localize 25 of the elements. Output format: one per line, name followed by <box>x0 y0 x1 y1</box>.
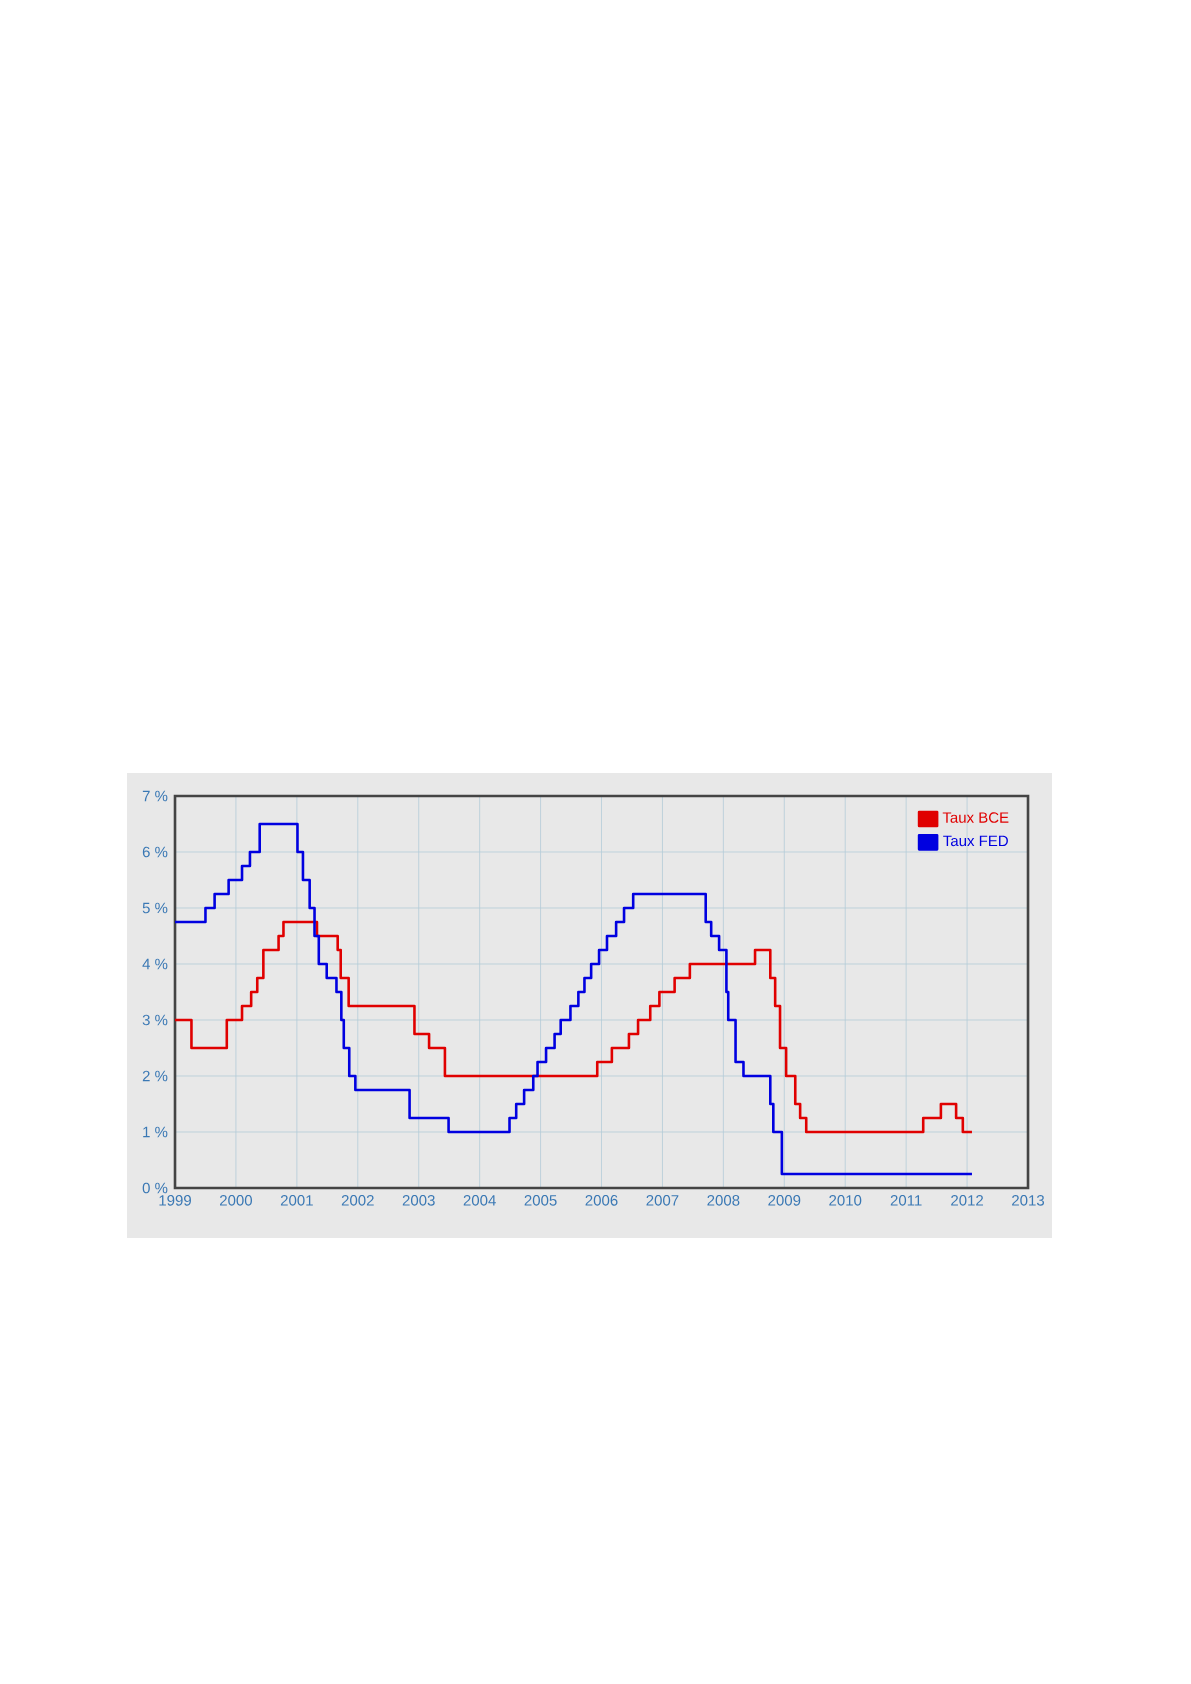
x-tick-label: 2000 <box>220 1195 253 1206</box>
x-tick-label: 2013 <box>1012 1195 1045 1206</box>
y-tick-label: 4 % <box>142 958 168 970</box>
legend-label: Taux FED <box>943 835 1008 847</box>
x-tick-label: 2003 <box>402 1195 435 1206</box>
x-tick-label: 2008 <box>707 1195 740 1206</box>
x-tick-label: 1999 <box>159 1195 191 1206</box>
x-tick-label: 2009 <box>768 1195 801 1206</box>
x-tick-label: 2011 <box>890 1195 922 1206</box>
y-tick-label: 1 % <box>143 1126 168 1138</box>
x-tick-label: 2001 <box>280 1195 313 1206</box>
y-tick-label: 6 % <box>142 846 168 858</box>
x-tick-label: 2005 <box>524 1195 557 1206</box>
x-tick-label: 2007 <box>646 1195 679 1206</box>
y-tick-label: 7 % <box>142 790 168 802</box>
x-tick-label: 2012 <box>951 1195 984 1206</box>
y-tick-label: 5 % <box>142 902 168 914</box>
x-tick-label: 2006 <box>585 1195 618 1206</box>
y-tick-label: 0 % <box>142 1182 168 1194</box>
y-tick-label: 3 % <box>142 1014 168 1026</box>
y-tick-label: 2 % <box>142 1070 168 1082</box>
x-tick-label: 2010 <box>829 1195 862 1206</box>
x-tick-label: 2004 <box>463 1195 496 1206</box>
legend-label: Taux BCE <box>942 812 1009 823</box>
x-tick-label: 2002 <box>341 1195 374 1206</box>
